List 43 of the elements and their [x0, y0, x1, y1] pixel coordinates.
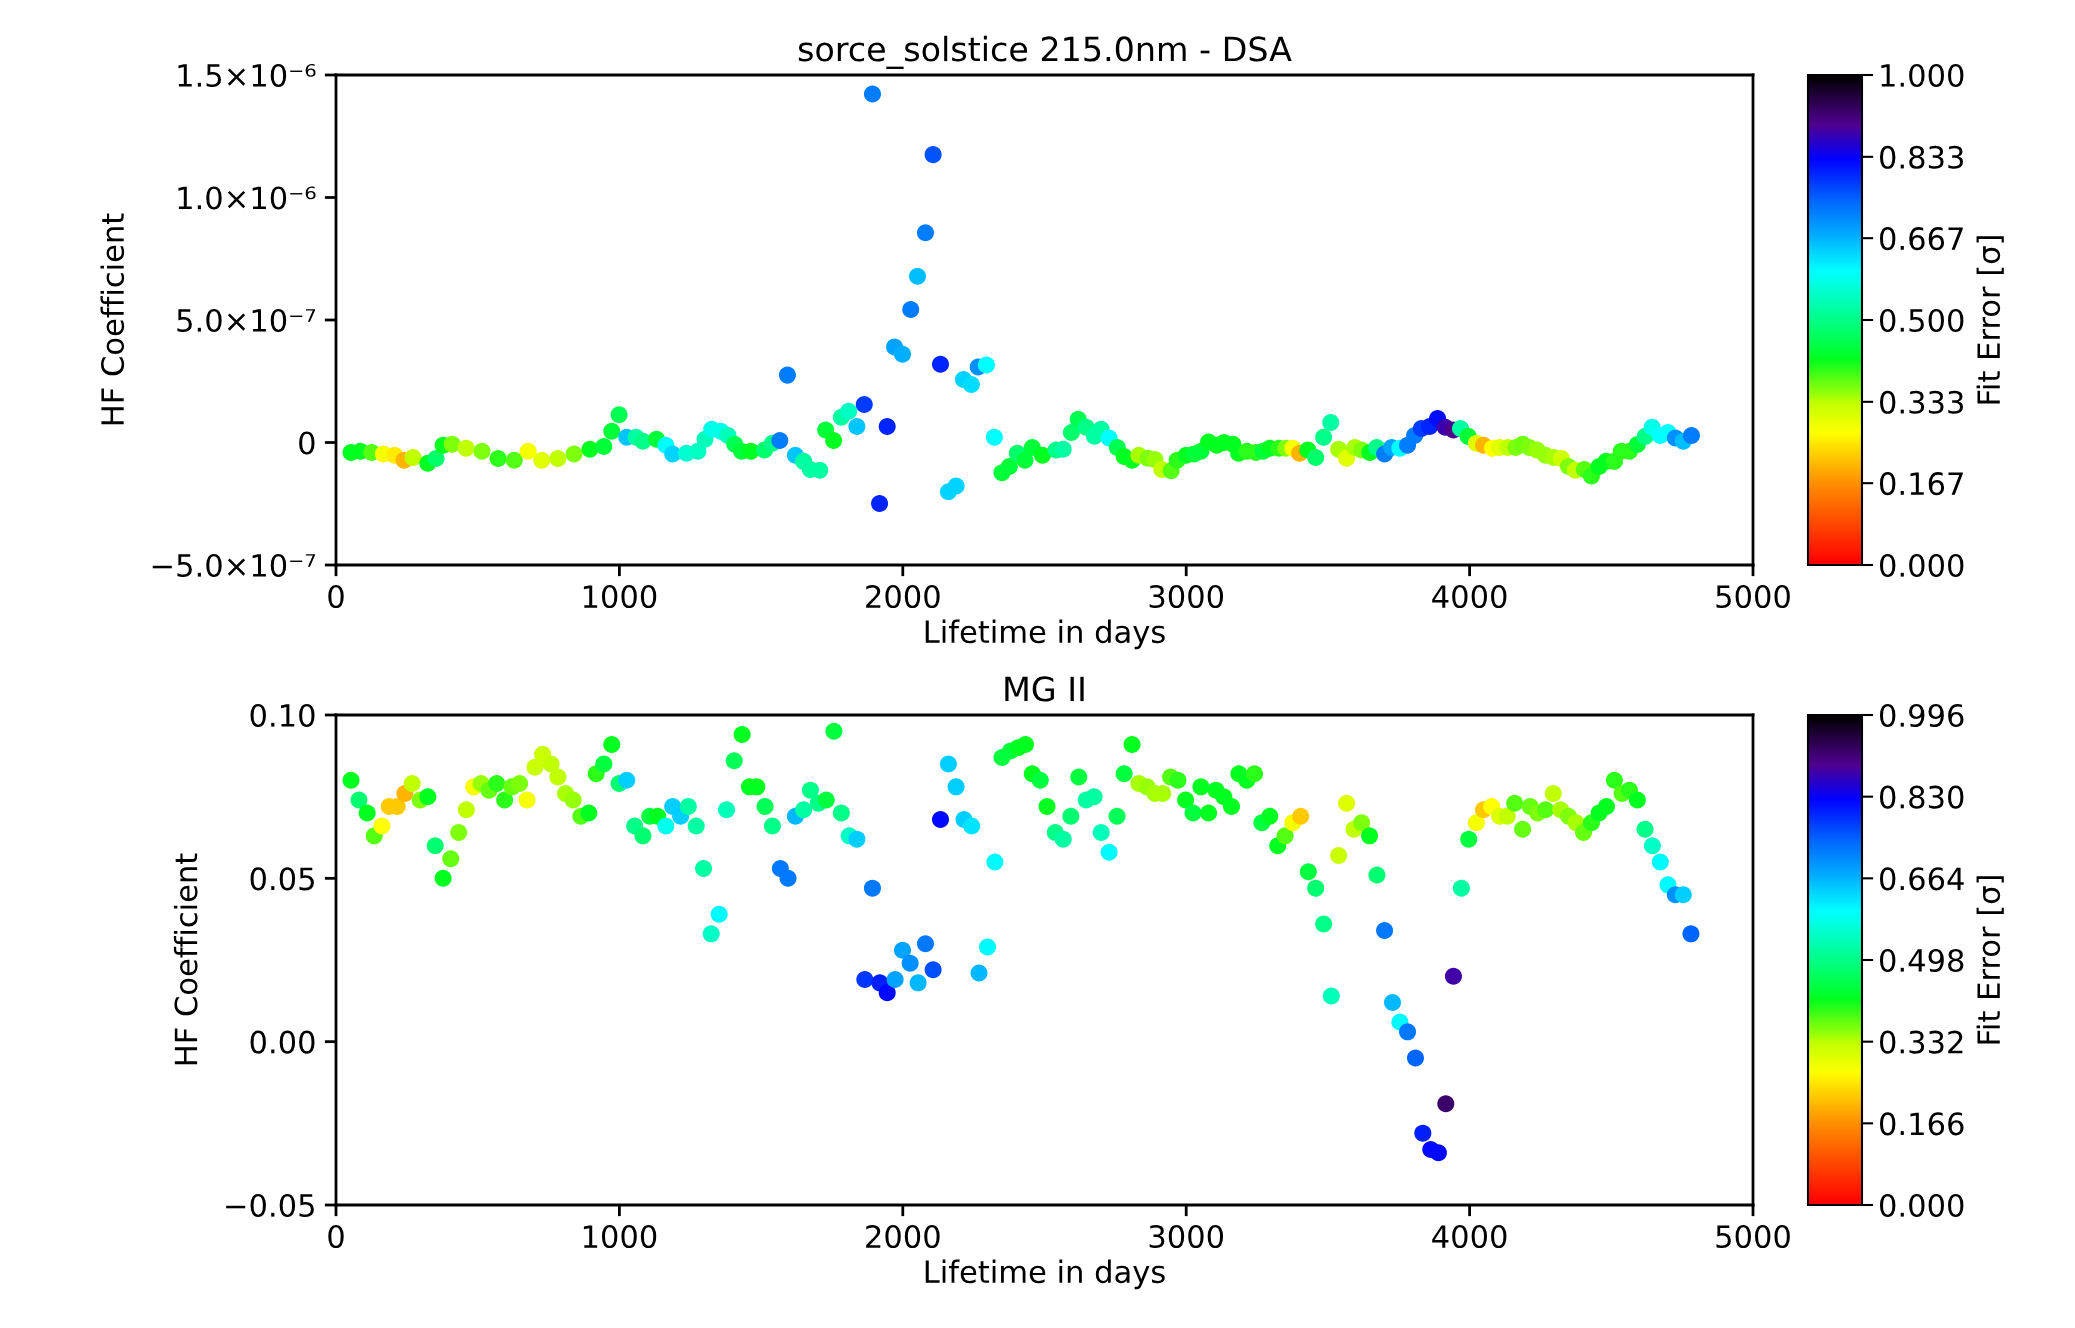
color-bar-label: 0.667: [1879, 227, 1963, 251]
y-tick-label: 1.0×10⁻⁶: [178, 186, 316, 210]
y-tick-label: −5.0×10⁻⁷: [152, 553, 316, 578]
chart-title: sorce_solstice 215.0nm - DSA: [798, 35, 1292, 69]
x-tick-label: 4000: [1432, 1224, 1507, 1249]
color-bar-label: 0.333: [1879, 390, 1963, 414]
color-bar-label: 0.500: [1879, 308, 1964, 333]
y-tick-label: 0.05: [250, 867, 314, 891]
x-tick-label: 0: [328, 584, 344, 609]
x-tick-label: 2000: [866, 1224, 940, 1249]
x-tick-label: 1000: [583, 584, 657, 609]
x-tick-label: 1000: [583, 1224, 657, 1249]
y-tick-label: 0.00: [250, 1030, 315, 1054]
y-axis-title: HF Coefficient: [173, 853, 198, 1065]
y-tick-label: 5.0×10⁻⁷: [177, 308, 316, 333]
x-tick-label: 3000: [1149, 1224, 1224, 1249]
color-bar-label: 0.498: [1879, 948, 1964, 973]
color-bar-label: 0.000: [1879, 1193, 1964, 1218]
y-tick-label: −0.05: [226, 1193, 314, 1218]
x-tick-label: 4000: [1432, 584, 1507, 609]
color-bar-label: 0.996: [1879, 703, 1964, 728]
color-bar-label: 0.664: [1879, 867, 1964, 891]
y-axis-title: HF Coefficient: [100, 213, 125, 425]
y-tick-label: 1.5×10⁻⁶: [178, 63, 316, 88]
color-bar-label: 0.167: [1879, 472, 1963, 496]
x-axis-title: Lifetime in days: [925, 1259, 1165, 1290]
color-bar-label: 0.332: [1879, 1030, 1963, 1054]
color-bar-title: Fit Error [σ]: [1976, 876, 2004, 1044]
color-bar-label: 0.833: [1879, 145, 1963, 169]
x-tick-label: 3000: [1149, 584, 1224, 609]
chart-title: MG II: [1005, 676, 1084, 702]
y-tick-label: 0.10: [250, 703, 315, 728]
color-bar-label: 1.000: [1881, 63, 1964, 88]
color-bar-label: 0.166: [1879, 1112, 1964, 1136]
x-axis-title: Lifetime in days: [925, 619, 1165, 650]
x-tick-label: 5000: [1716, 1224, 1790, 1249]
color-bar-label: 0.000: [1879, 553, 1964, 578]
y-tick-label: 0: [299, 431, 315, 455]
color-bar-title: Fit Error [σ]: [1976, 236, 2004, 404]
x-tick-label: 2000: [866, 584, 940, 609]
x-tick-label: 0: [328, 1224, 344, 1249]
x-tick-label: 5000: [1716, 584, 1790, 609]
color-bar-label: 0.830: [1879, 785, 1964, 809]
